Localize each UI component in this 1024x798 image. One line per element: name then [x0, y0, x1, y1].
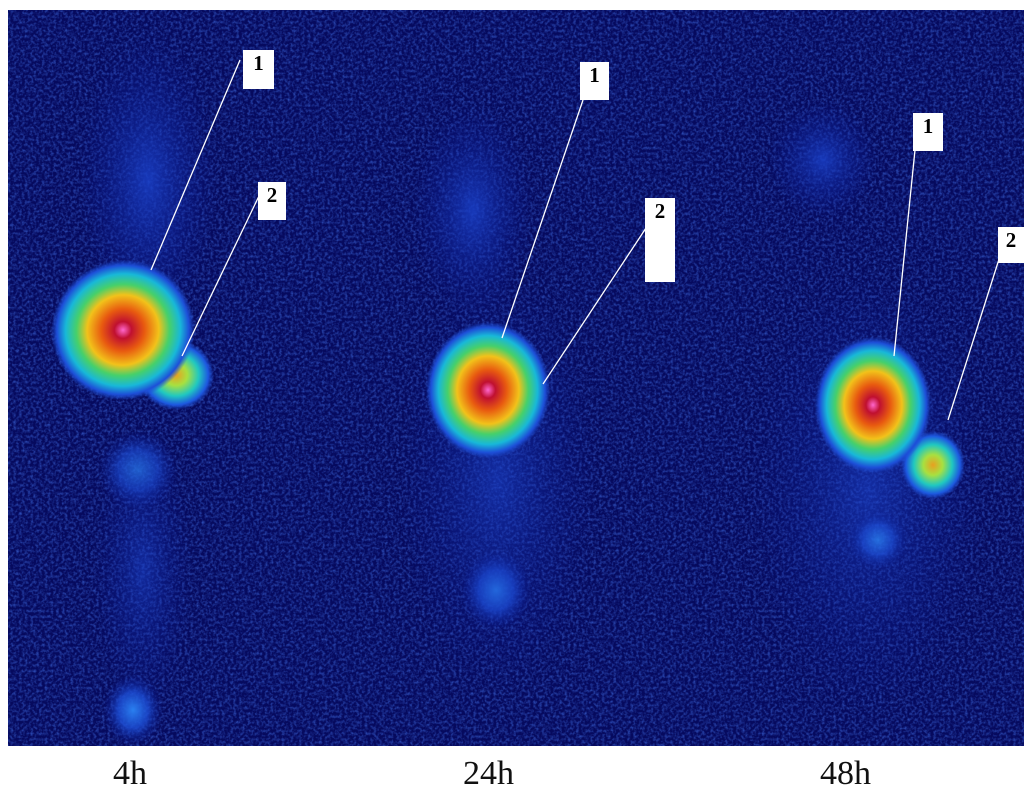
scintigraphy-image [8, 10, 1024, 746]
callout-24h-2: 2 [645, 198, 675, 282]
callout-line-4h-1 [150, 59, 241, 271]
callout-line-48h-2 [947, 255, 1001, 421]
panel-4h-image [51, 30, 218, 746]
time-label-24h: 24h [463, 755, 514, 792]
panel-24h-image [398, 100, 598, 690]
callout-lines [150, 59, 1001, 421]
callout-line-48h-1 [893, 149, 916, 357]
callout-line-24h-2 [542, 227, 647, 385]
callout-24h-1: 1 [580, 62, 609, 100]
panel-48h-image [748, 100, 988, 710]
callout-4h-2: 2 [258, 182, 286, 220]
callout-48h-1: 1 [913, 113, 943, 151]
time-label-4h: 4h [113, 755, 147, 792]
callout-line-4h-2 [181, 195, 260, 357]
scan-graphic [8, 10, 1024, 746]
callout-4h-1: 1 [243, 50, 274, 89]
callout-line-24h-1 [501, 99, 584, 339]
time-label-48h: 48h [820, 755, 871, 792]
callout-48h-2: 2 [998, 227, 1024, 263]
